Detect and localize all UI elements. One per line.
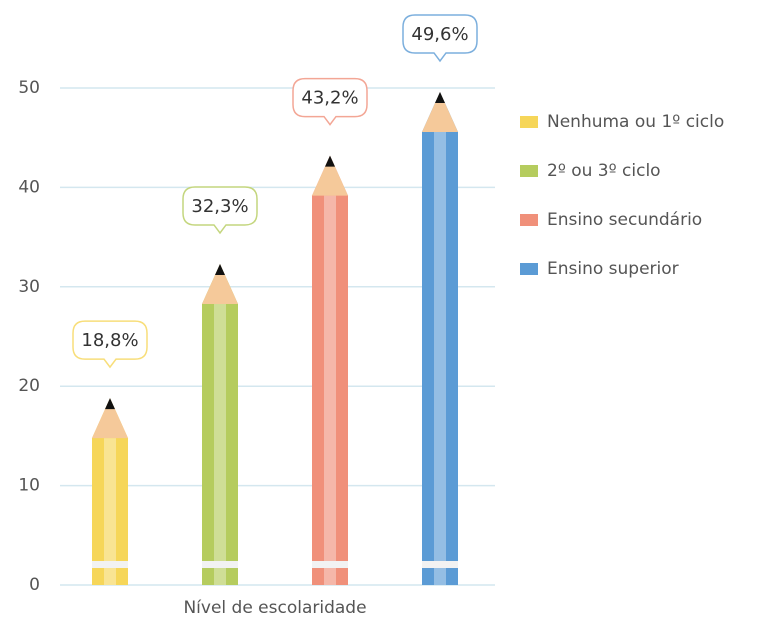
legend-label: 2º ou 3º ciclo	[547, 161, 661, 181]
pencil-band	[422, 561, 458, 568]
pencil-band	[92, 561, 128, 568]
legend-swatch	[520, 165, 538, 177]
legend-label: Nenhuma ou 1º ciclo	[547, 112, 724, 132]
legend-label: Ensino secundário	[547, 210, 702, 230]
value-label: 49,6%	[411, 24, 468, 45]
pencil-highlight	[434, 132, 446, 585]
y-tick-label: 50	[18, 78, 40, 98]
value-label: 43,2%	[301, 88, 358, 109]
y-tick-label: 40	[18, 177, 40, 197]
legend-swatch	[520, 263, 538, 275]
pencil-lead	[215, 264, 225, 275]
pencil-highlight	[214, 304, 226, 585]
pencil-lead	[325, 156, 335, 167]
pencil-highlight	[324, 196, 336, 585]
y-tick-label: 30	[18, 277, 40, 297]
pencil-band	[312, 561, 348, 568]
legend-swatch	[520, 116, 538, 128]
legend-swatch	[520, 214, 538, 226]
y-tick-label: 20	[18, 376, 40, 396]
y-tick-label: 0	[29, 575, 40, 595]
y-tick-label: 10	[18, 476, 40, 496]
pencil-lead	[435, 92, 445, 103]
pencil-band	[202, 561, 238, 568]
legend-label: Ensino superior	[547, 259, 679, 279]
value-label: 32,3%	[191, 196, 248, 217]
chart: Nível de escolaridade 0 10 20 30 40 50 18,8% Ne…	[0, 0, 782, 621]
value-label: 18,8%	[81, 330, 138, 351]
x-axis-label: Nível de escolaridade	[183, 598, 366, 618]
pencil-lead	[105, 398, 115, 409]
